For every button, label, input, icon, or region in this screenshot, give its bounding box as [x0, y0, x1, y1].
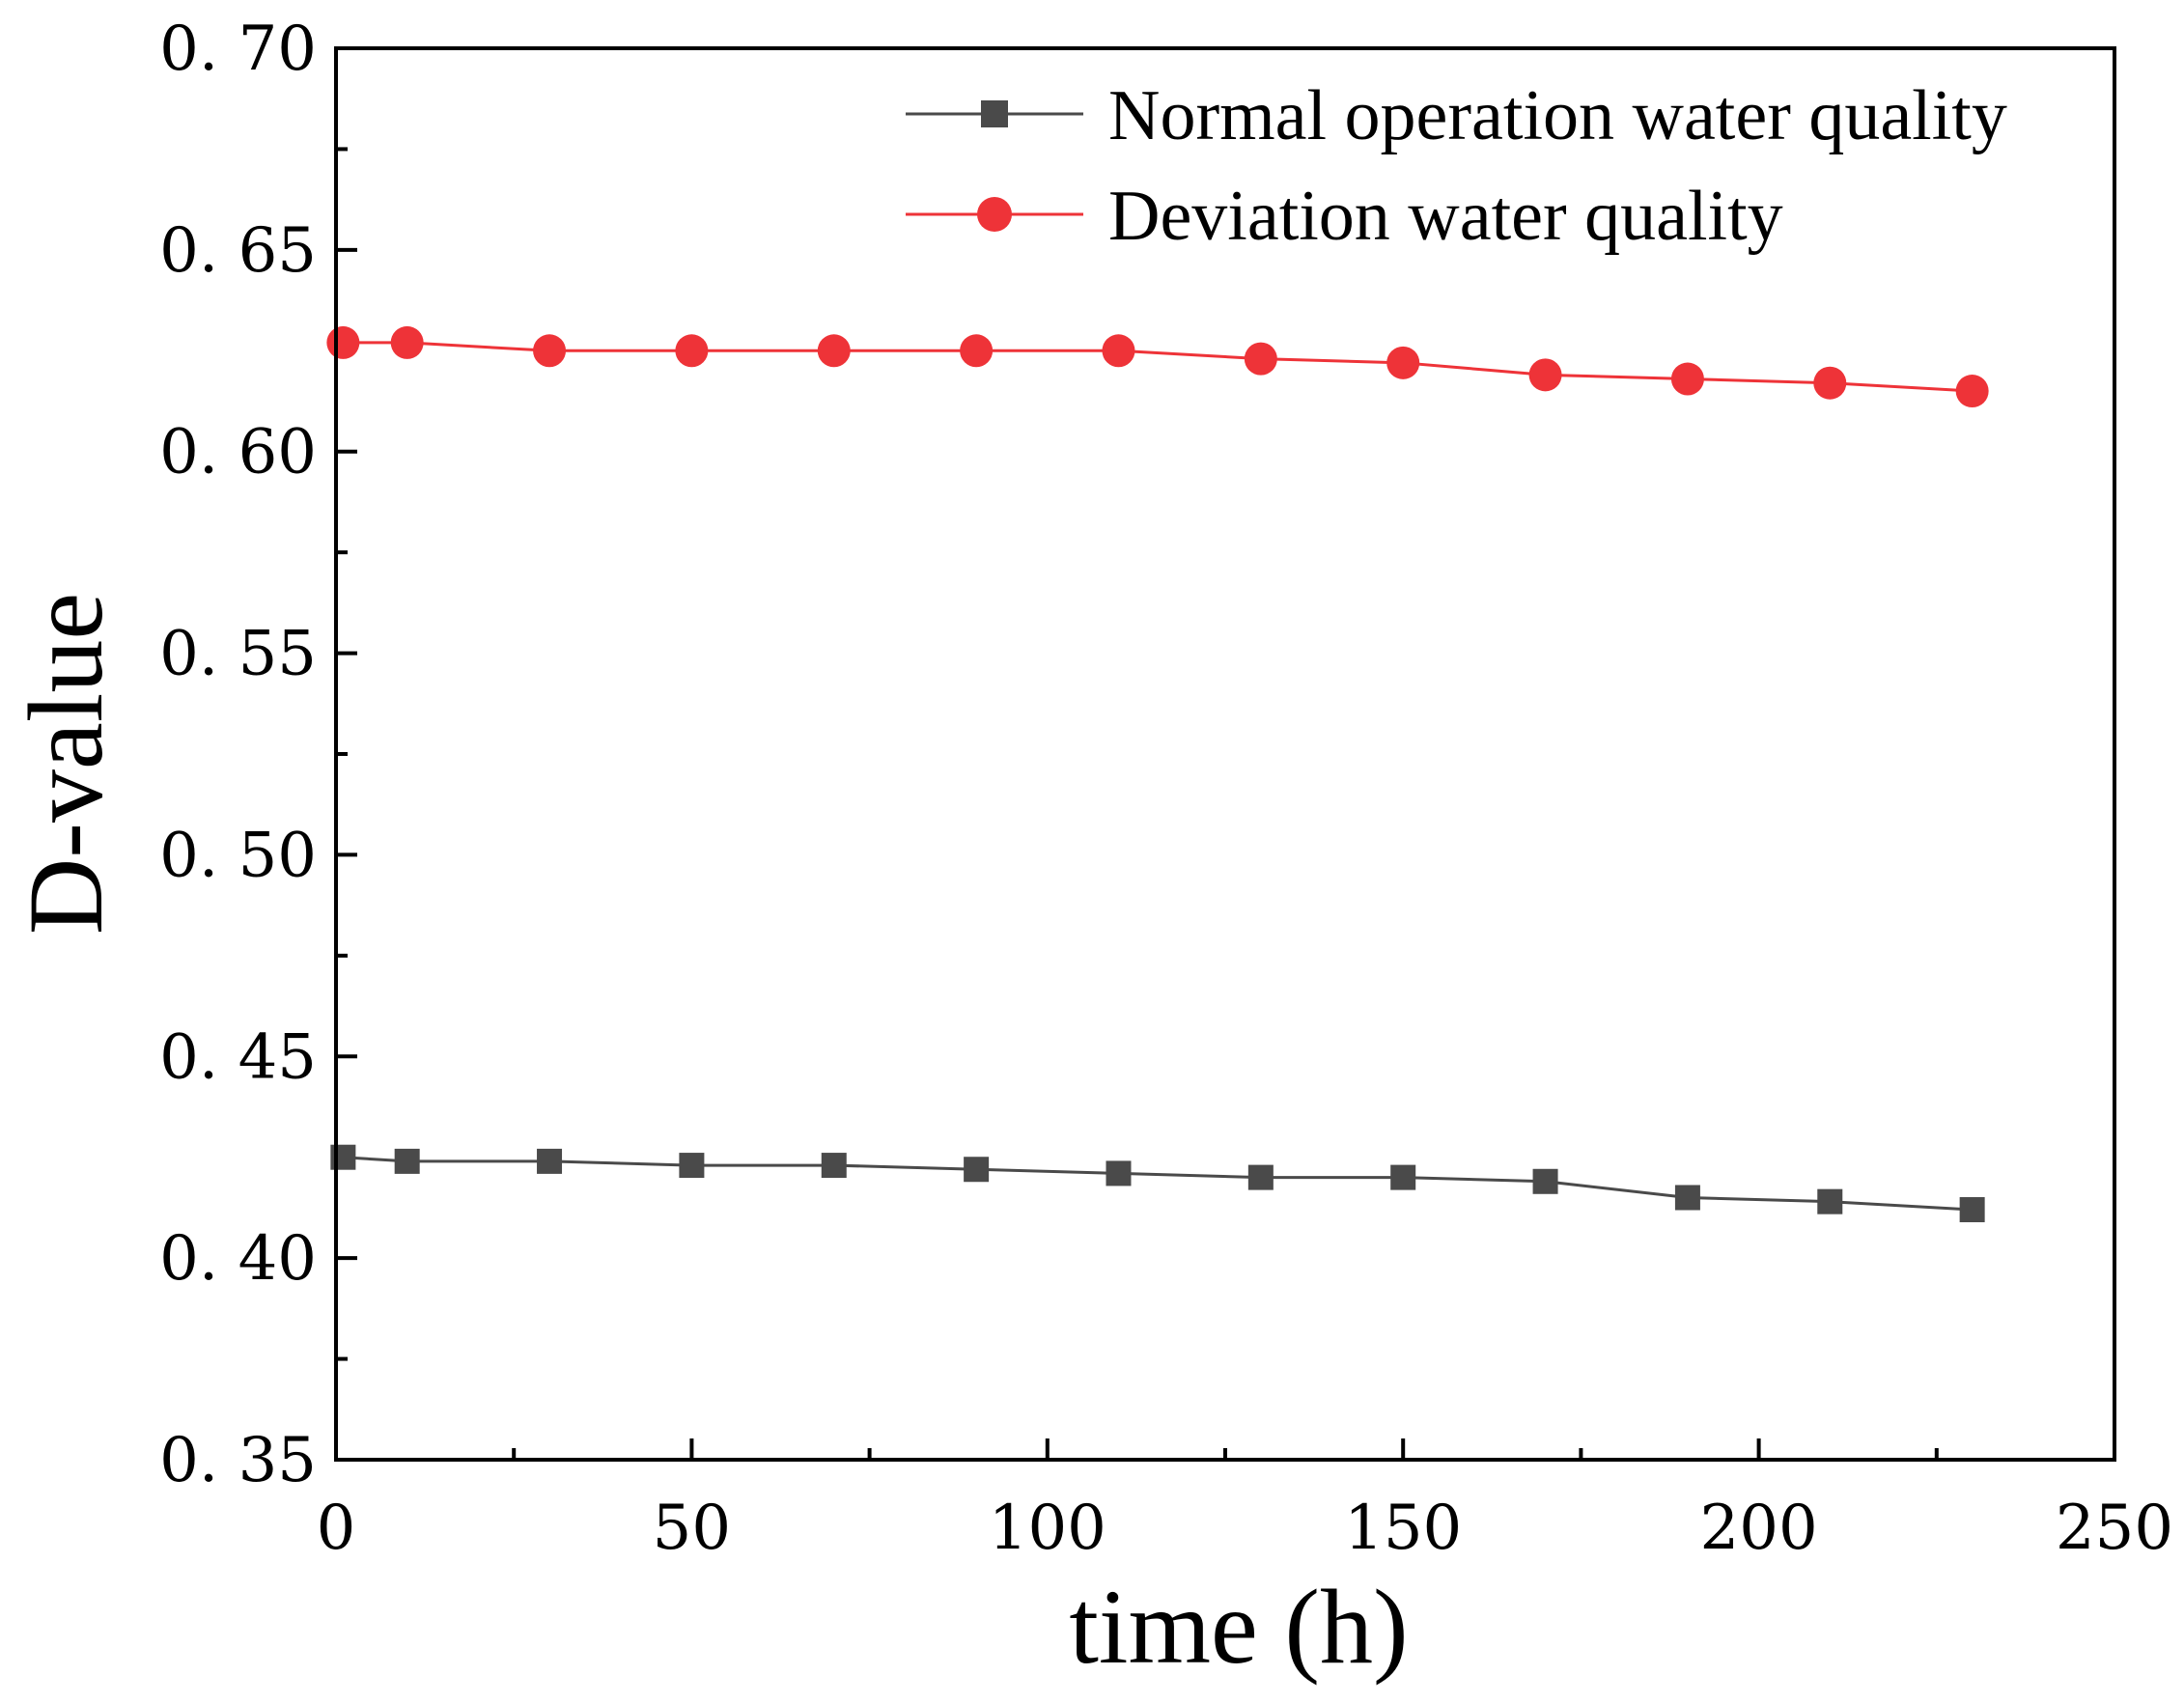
x-tick-label: 100: [989, 1493, 1106, 1564]
data-point: [1955, 375, 1989, 408]
legend-label: Normal operation water quality: [1108, 76, 2007, 155]
data-point: [675, 334, 709, 368]
data-point: [1244, 342, 1277, 376]
data-point: [1817, 1188, 1843, 1214]
x-tick-label: 150: [1344, 1493, 1462, 1564]
data-point: [821, 1153, 847, 1179]
x-axis-title: time (h): [1069, 1568, 1408, 1686]
y-tick-label: 0. 40: [159, 1223, 317, 1295]
y-tick-label: 0. 55: [159, 619, 317, 690]
axis-ticks: 0 50 100 150 200 250 0. 35 0. 40 0. 45 0. 50 0. 55…: [159, 14, 2173, 1564]
x-tick-label: 200: [1700, 1493, 1818, 1564]
data-point: [679, 1153, 705, 1179]
data-point: [1674, 1185, 1700, 1211]
data-point: [1386, 346, 1420, 379]
legend: Normal operation water quality Deviation …: [906, 76, 2007, 256]
data-point: [394, 1148, 420, 1174]
data-point: [1670, 362, 1704, 396]
data-point: [1532, 1168, 1558, 1194]
plot-frame: [334, 46, 2116, 1462]
y-tick-label: 0. 50: [159, 820, 317, 891]
data-point: [1102, 334, 1135, 368]
x-tick-label: 0: [317, 1493, 356, 1564]
data-point: [533, 334, 567, 368]
data-point: [326, 325, 360, 359]
data-point: [1106, 1160, 1132, 1187]
y-tick-label: 0. 65: [159, 215, 317, 287]
data-point: [964, 1157, 990, 1183]
data-point: [1959, 1197, 1985, 1223]
y-axis-title: D-value: [7, 593, 125, 935]
y-tick-label: 0. 35: [159, 1425, 317, 1496]
x-tick-label: 50: [653, 1493, 731, 1564]
y-tick-label: 0. 45: [159, 1021, 317, 1093]
x-tick-label: 250: [2056, 1493, 2173, 1564]
y-tick-label: 0. 70: [159, 14, 317, 85]
data-point: [817, 334, 851, 368]
data-point: [1247, 1164, 1274, 1190]
data-point: [1390, 1164, 1416, 1190]
legend-marker: [981, 100, 1008, 127]
data-point: [960, 334, 994, 368]
data-point: [1528, 358, 1562, 392]
series-line-2: [343, 341, 1973, 393]
data-point: [1813, 366, 1847, 400]
y-tick-label: 0. 60: [159, 417, 317, 489]
legend-marker: [977, 197, 1012, 232]
legend-label: Deviation water quality: [1108, 177, 1783, 256]
data-point: [537, 1148, 563, 1174]
plot-series: [326, 325, 1989, 1223]
series-line-1: [343, 1156, 1973, 1212]
data-point: [390, 325, 424, 359]
